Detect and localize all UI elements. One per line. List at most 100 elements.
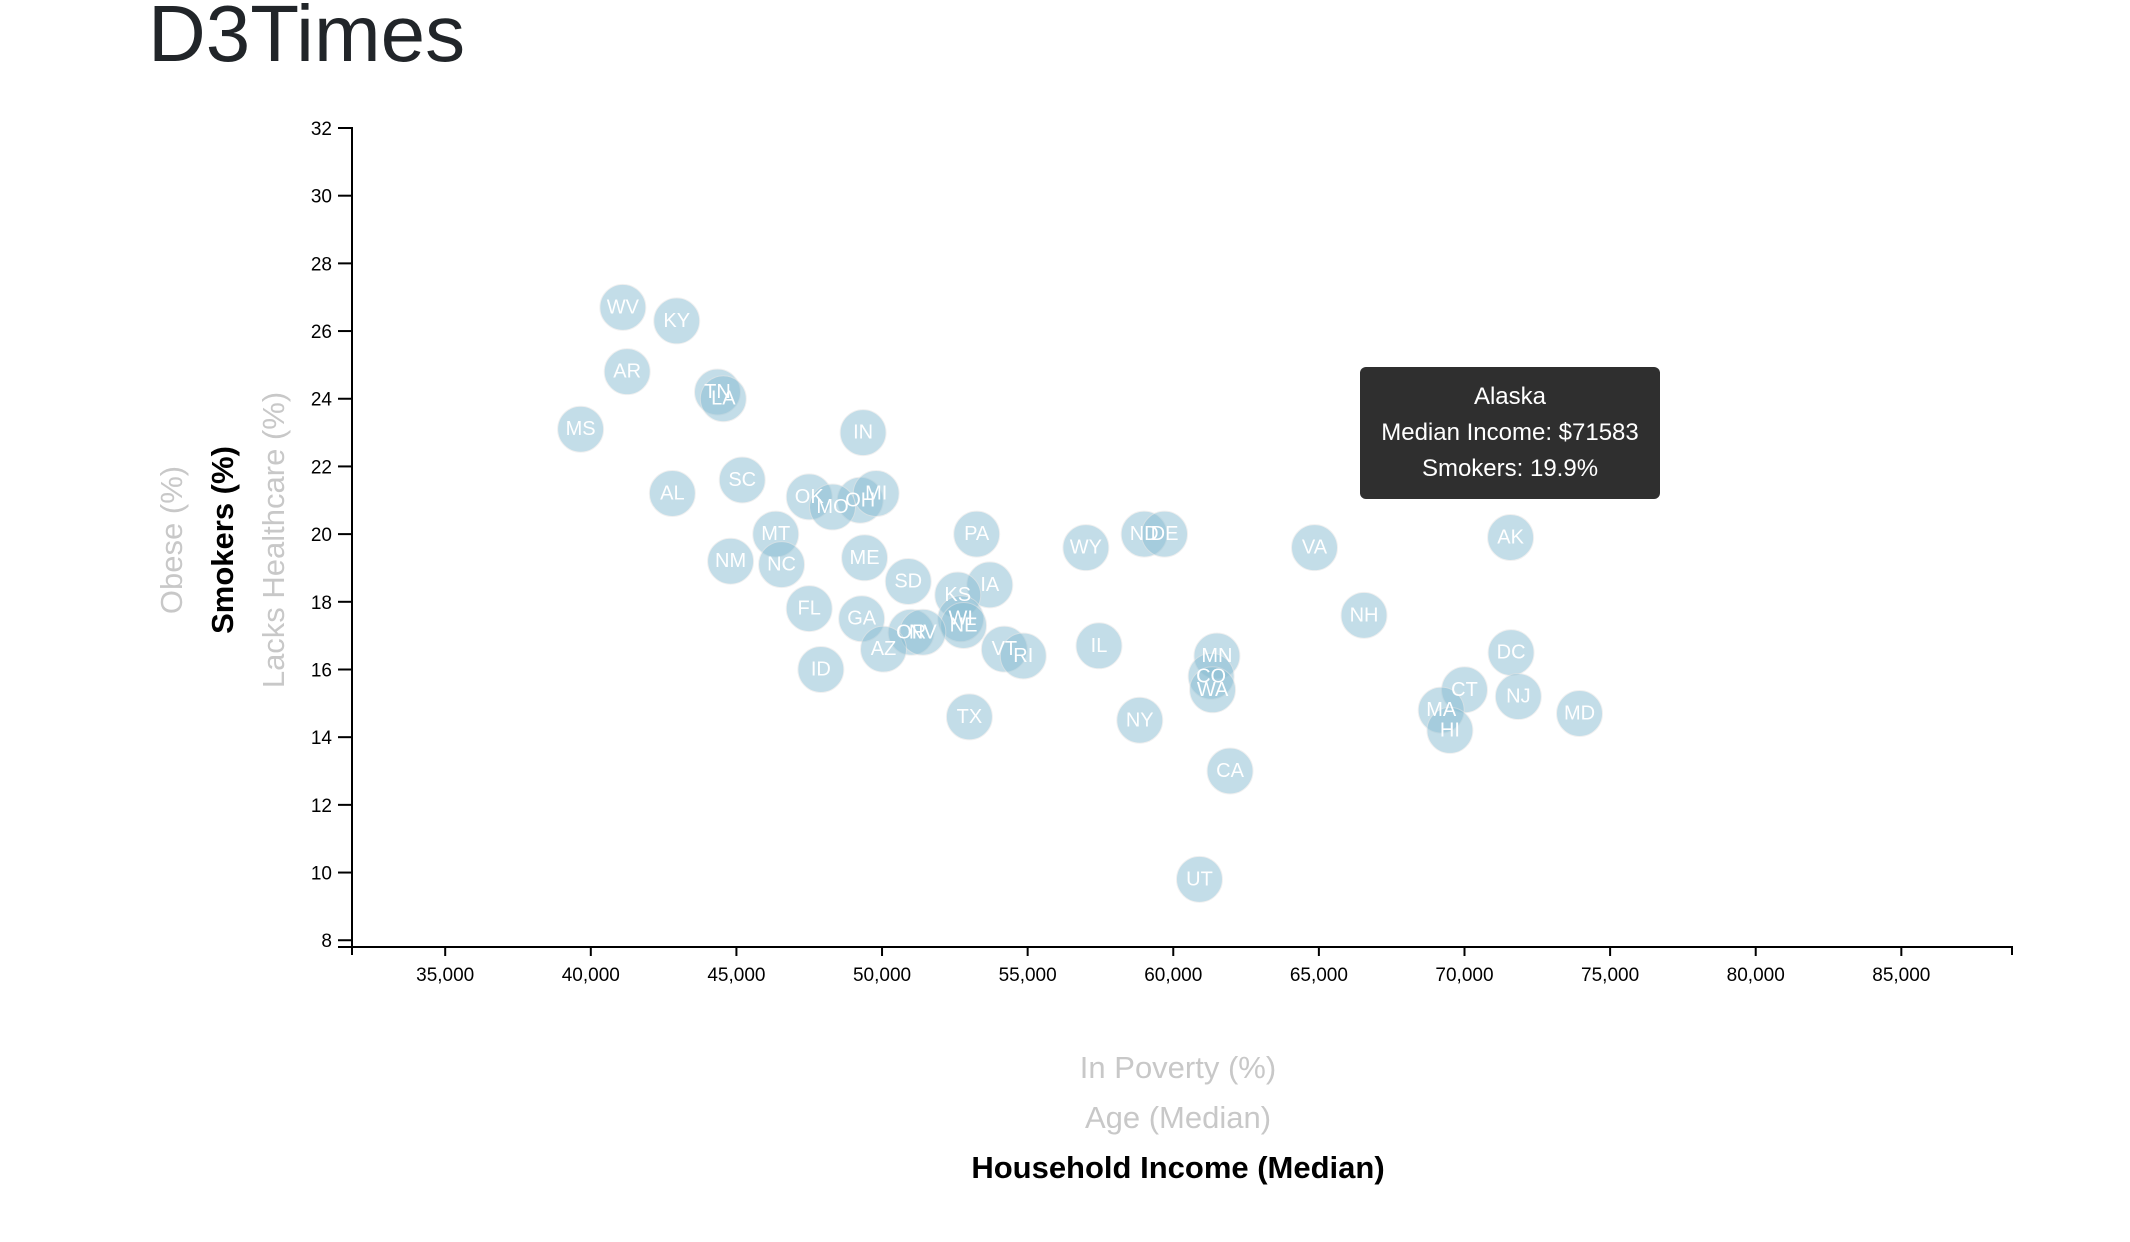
state-label-sc: SC: [728, 469, 756, 491]
state-circle-wv[interactable]: [599, 283, 647, 331]
x-tick-label: 45,000: [707, 965, 765, 986]
state-label-nd: ND: [1130, 523, 1159, 545]
state-label-ut: UT: [1186, 868, 1213, 890]
state-circle-wa[interactable]: [1189, 666, 1237, 714]
y-tick-label: 30: [311, 187, 332, 208]
state-circle-sc[interactable]: [718, 456, 766, 504]
y-tick-label: 32: [311, 119, 332, 140]
state-circle-ca[interactable]: [1206, 747, 1254, 795]
tooltip-state: Alaska: [1473, 383, 1547, 410]
state-circle-sd[interactable]: [884, 557, 932, 605]
state-label-mo: MO: [816, 496, 848, 518]
state-label-ms: MS: [566, 418, 596, 440]
y-tick-label: 12: [311, 796, 332, 817]
state-label-wa: WA: [1197, 679, 1229, 701]
state-label-de: DE: [1151, 523, 1179, 545]
state-circle-id[interactable]: [797, 645, 845, 693]
state-circle-de[interactable]: [1141, 510, 1189, 558]
y-tick-label: 14: [311, 728, 333, 749]
state-circle-hi[interactable]: [1426, 706, 1474, 754]
state-label-pa: PA: [964, 523, 990, 545]
state-circle-mi[interactable]: [852, 470, 900, 518]
x-axis-line: [351, 946, 2013, 955]
state-label-hi: HI: [1440, 719, 1460, 741]
state-label-nh: NH: [1350, 604, 1379, 626]
state-label-me: ME: [850, 547, 880, 569]
state-circle-md[interactable]: [1556, 689, 1604, 737]
y-axis-label-smokers[interactable]: Smokers (%): [205, 446, 240, 634]
y-tick-label: 8: [321, 931, 332, 952]
state-label-wi: WI: [948, 608, 972, 630]
tooltip-income: Median Income: $71583: [1381, 419, 1639, 446]
state-label-ky: KY: [663, 310, 690, 332]
state-label-or: OR: [896, 621, 926, 643]
tooltip-value: Smokers: 19.9%: [1421, 455, 1599, 482]
state-circle-va[interactable]: [1291, 524, 1339, 572]
state-circle-nm[interactable]: [707, 537, 755, 585]
x-axis-label-age[interactable]: Age (Median): [1085, 1100, 1271, 1135]
state-label-ok: OK: [795, 486, 825, 508]
y-tick-label: 28: [311, 254, 332, 275]
y-axis: 8 10 12 14 16 18 20 22 24 26 28 30 32: [311, 119, 353, 952]
state-circle-ut[interactable]: [1175, 855, 1223, 903]
state-circle-nc[interactable]: [758, 541, 806, 589]
y-tick-label: 26: [311, 322, 332, 343]
x-axis: 35,000 40,000 45,000 50,000 55,000 60,000 65,0…: [351, 946, 2013, 986]
state-label-mt: MT: [761, 523, 790, 545]
y-tick-label: 16: [311, 660, 332, 681]
x-tick-label: 40,000: [562, 965, 620, 986]
x-tick-label: 60,000: [1144, 965, 1202, 986]
y-tick-label: 22: [311, 457, 332, 478]
state-circle-in[interactable]: [839, 409, 887, 457]
y-tick-label: 10: [311, 864, 332, 885]
y-tick-label: 18: [311, 593, 332, 614]
state-label-id: ID: [811, 658, 831, 680]
state-label-il: IL: [1091, 635, 1108, 657]
state-circle-nh[interactable]: [1340, 591, 1388, 639]
state-label-fl: FL: [798, 598, 821, 620]
y-tick-label: 20: [311, 525, 332, 546]
state-label-nj: NJ: [1506, 686, 1530, 708]
state-circle-az[interactable]: [859, 625, 907, 673]
state-label-mn: MN: [1201, 645, 1232, 667]
state-label-vt: VT: [992, 638, 1018, 660]
state-label-ct: CT: [1451, 679, 1478, 701]
x-tick-label: 80,000: [1727, 965, 1785, 986]
state-label-ne: NE: [950, 614, 978, 636]
x-tick-label: 55,000: [999, 965, 1057, 986]
state-circle-pa[interactable]: [953, 510, 1001, 558]
state-circle-ri[interactable]: [999, 632, 1047, 680]
state-circle-il[interactable]: [1075, 622, 1123, 670]
x-axis-label-poverty[interactable]: In Poverty (%): [1080, 1050, 1276, 1085]
y-axis-line: [338, 127, 353, 948]
state-label-al: AL: [660, 483, 684, 505]
state-circle-ar[interactable]: [603, 348, 651, 396]
x-tick-label: 85,000: [1872, 965, 1930, 986]
state-circle-me[interactable]: [841, 534, 889, 582]
x-tick-label: 35,000: [416, 965, 474, 986]
state-label-nv: NV: [909, 621, 937, 643]
state-circle-mo[interactable]: [809, 483, 857, 531]
x-axis-label-income[interactable]: Household Income (Median): [971, 1150, 1384, 1185]
y-axis-label-obese[interactable]: Obese (%): [154, 466, 189, 614]
state-circle-nj[interactable]: [1494, 673, 1542, 721]
state-circle-nv[interactable]: [899, 608, 947, 656]
state-circle-al[interactable]: [648, 470, 696, 518]
state-circle-wy[interactable]: [1062, 524, 1110, 572]
state-label-wv: WV: [607, 296, 640, 318]
state-circle-fl[interactable]: [785, 585, 833, 633]
state-circle-tx[interactable]: [945, 693, 993, 741]
state-label-in: IN: [853, 422, 873, 444]
state-circle-ms[interactable]: [557, 405, 605, 453]
tooltip: Alaska Median Income: $71583 Smokers: 19…: [1360, 367, 1660, 499]
state-label-md: MD: [1564, 702, 1595, 724]
y-axis-label-healthcare[interactable]: Lacks Healthcare (%): [256, 392, 291, 688]
y-tick-label: 24: [311, 390, 333, 411]
state-circle-la[interactable]: [699, 375, 747, 423]
state-circle-ky[interactable]: [653, 297, 701, 345]
state-circle-ak[interactable]: [1487, 514, 1535, 561]
state-label-ny: NY: [1126, 709, 1154, 731]
state-circle-ny[interactable]: [1116, 696, 1164, 744]
